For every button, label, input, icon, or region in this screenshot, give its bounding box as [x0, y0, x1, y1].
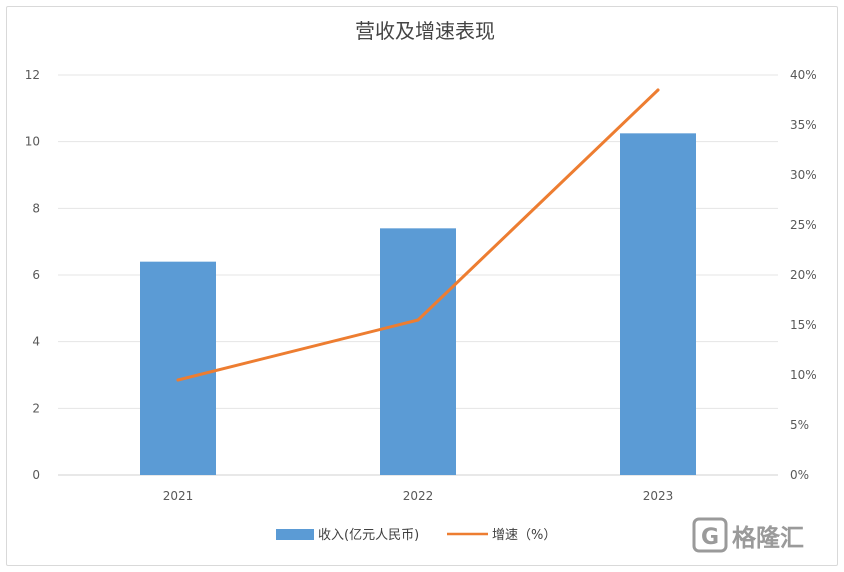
left-tick-label: 8 [32, 201, 40, 215]
growth-point-2021 [176, 378, 180, 382]
legend: 收入(亿元人民币) 增速（%） [276, 528, 556, 543]
right-tick-label: 35% [790, 118, 817, 132]
right-tick-label: 40% [790, 68, 817, 82]
watermark-g-icon [692, 517, 728, 553]
right-tick-label: 10% [790, 368, 817, 382]
left-tick-label: 10 [25, 135, 40, 149]
right-tick-label: 5% [790, 418, 809, 432]
left-tick-label: 0 [32, 468, 40, 482]
watermark-g-letter: G [701, 525, 719, 550]
right-tick-label: 20% [790, 268, 817, 282]
growth-line [176, 88, 660, 382]
revenue-bar-2023 [620, 133, 696, 476]
left-tick-label: 6 [32, 268, 40, 282]
revenue-bar-2021 [140, 261, 216, 475]
legend-bar-swatch [276, 529, 314, 540]
right-tick-label: 30% [790, 168, 817, 182]
legend-revenue-label: 收入(亿元人民币) [318, 528, 419, 543]
x-tick-label: 2021 [163, 489, 194, 503]
revenue-bar-2022 [380, 228, 456, 475]
x-tick-label: 2023 [643, 489, 674, 503]
chart-title: 营收及增速表现 [355, 19, 495, 43]
revenue-bars [140, 133, 696, 476]
x-tick-label: 2022 [403, 489, 434, 503]
right-tick-label: 25% [790, 218, 817, 232]
growth-point-2022 [416, 318, 420, 322]
left-tick-label: 12 [25, 68, 40, 82]
growth-point-2023 [656, 88, 660, 92]
left-axis-ticks: 0 2 4 6 8 10 12 [25, 68, 40, 482]
left-tick-label: 4 [32, 335, 40, 349]
right-axis-ticks: 0% 5% 10% 15% 20% 25% 30% 35% 40% [790, 68, 817, 482]
watermark-logo: G 格隆汇 [692, 517, 804, 553]
x-axis-ticks: 2021 2022 2023 [163, 489, 674, 503]
watermark-text: 格隆汇 [732, 524, 804, 552]
right-tick-label: 15% [790, 318, 817, 332]
right-tick-label: 0% [790, 468, 809, 482]
legend-growth-label: 增速（%） [492, 528, 556, 543]
left-tick-label: 2 [32, 401, 40, 415]
